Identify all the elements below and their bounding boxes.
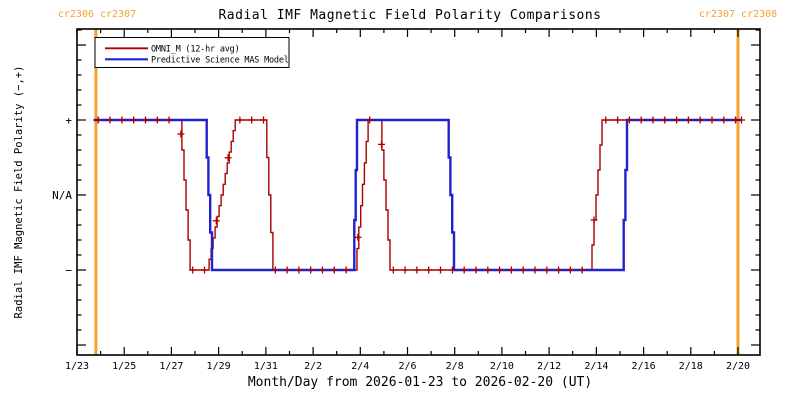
omni-series bbox=[93, 119, 742, 271]
x-tick-label: 2/8 bbox=[446, 361, 464, 372]
legend-border bbox=[94, 37, 290, 68]
legend-label-mas: Predictive Science MAS Model bbox=[151, 55, 289, 65]
y-tick-label: + bbox=[65, 114, 72, 127]
x-axis-ticks bbox=[76, 29, 739, 355]
legend-box: OMNI_M (12-hr avg)Predictive Science MAS… bbox=[94, 37, 290, 68]
x-tick-label: 1/27 bbox=[159, 361, 183, 372]
x-axis-title: Month/Day from 2026-01-23 to 2026-02-20 … bbox=[247, 375, 593, 390]
y-axis-ticks bbox=[77, 29, 760, 346]
x-tick-label: 2/18 bbox=[679, 361, 703, 372]
plot-frame bbox=[76, 28, 761, 356]
x-tick-label: 1/31 bbox=[254, 361, 278, 372]
y-tick-labels: + N/A − bbox=[52, 114, 72, 277]
mas-series bbox=[93, 118, 742, 272]
cr-annotation-left: cr2306 cr2307 bbox=[57, 9, 137, 20]
x-tick-label: 2/6 bbox=[398, 361, 416, 372]
mas-series-line bbox=[93, 118, 742, 272]
x-tick-labels: 1/23 1/25 1/27 1/29 1/31 2/2 2/4 2/6 2/8 2/10 2/12… bbox=[65, 361, 750, 372]
omni-series-line bbox=[93, 119, 742, 271]
omni-marker-plus bbox=[94, 116, 745, 274]
y-tick-label: N/A bbox=[52, 189, 72, 202]
plot-box bbox=[76, 28, 761, 356]
x-tick-label: 1/25 bbox=[112, 361, 136, 372]
carrington-boundary-lines bbox=[94, 29, 740, 355]
chart-title: Radial IMF Magnetic Field Polarity Compa… bbox=[218, 8, 602, 23]
legend-entry-omni: OMNI_M (12-hr avg) bbox=[105, 44, 240, 54]
x-tick-label: 2/14 bbox=[584, 361, 608, 372]
x-tick-label: 2/2 bbox=[304, 361, 322, 372]
cr-annotation-right: cr2307 cr2308 bbox=[698, 9, 778, 20]
y-tick-label: − bbox=[65, 264, 72, 277]
x-tick-label: 2/16 bbox=[632, 361, 656, 372]
x-tick-label: 2/20 bbox=[726, 361, 750, 372]
x-tick-label: 2/12 bbox=[537, 361, 561, 372]
x-tick-label: 2/10 bbox=[490, 361, 514, 372]
omni-series-markers bbox=[94, 116, 745, 274]
x-tick-label: 1/29 bbox=[207, 361, 231, 372]
legend-label-omni: OMNI_M (12-hr avg) bbox=[151, 44, 240, 54]
legend-entry-mas: Predictive Science MAS Model bbox=[105, 55, 289, 65]
x-tick-label: 1/23 bbox=[65, 361, 89, 372]
x-tick-label: 2/4 bbox=[351, 361, 369, 372]
